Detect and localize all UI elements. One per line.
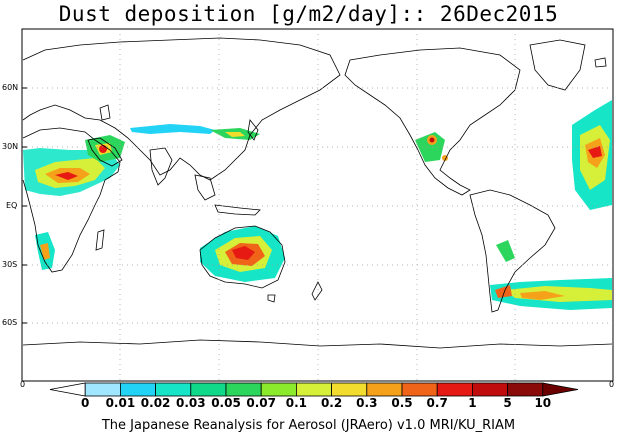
colorbar-segment bbox=[260, 382, 297, 397]
colorbar-label: 1 bbox=[468, 396, 477, 410]
colorbar-segment bbox=[49, 382, 86, 397]
colorbar-label: 0.7 bbox=[426, 396, 448, 410]
colorbar-label: 0.05 bbox=[211, 396, 241, 410]
colorbar-segment bbox=[366, 382, 403, 397]
colorbar-segment bbox=[225, 382, 262, 397]
map-frame bbox=[21, 28, 614, 382]
colorbar-label: 0.03 bbox=[175, 396, 206, 410]
colorbar-label: 5 bbox=[503, 396, 512, 410]
colorbar-label: 0 bbox=[81, 396, 90, 410]
graticule bbox=[22, 29, 613, 381]
colorbar-label: 0.1 bbox=[285, 396, 308, 410]
colorbar-segment bbox=[331, 382, 368, 397]
colorbar-segment bbox=[436, 382, 473, 397]
lat-label-30n: 30N bbox=[2, 142, 19, 151]
colorbar-segment bbox=[507, 382, 544, 397]
latitude-ticks bbox=[22, 87, 27, 324]
lat-label-60n: 60N bbox=[2, 83, 19, 92]
colorbar-segment bbox=[295, 382, 332, 397]
colorbar-segment bbox=[471, 382, 508, 397]
coastlines bbox=[22, 37, 613, 349]
colorbar bbox=[49, 382, 579, 397]
lat-label-30s: 30S bbox=[2, 260, 18, 269]
dust-plumes bbox=[23, 100, 612, 310]
dust-plume-asia bbox=[130, 124, 215, 134]
colorbar-label: 0.2 bbox=[320, 396, 343, 410]
colorbar-label: 0.07 bbox=[246, 396, 276, 410]
credit-line: The Japanese Reanalysis for Aerosol (JRA… bbox=[101, 418, 516, 433]
colorbar-label: 0.02 bbox=[140, 396, 171, 410]
map-title: Dust deposition [g/m2/day]:: 26Dec2015 bbox=[58, 2, 559, 26]
colorbar-label: 10 bbox=[534, 396, 552, 410]
axis-end-label-right: 0 bbox=[609, 380, 615, 389]
colorbar-label: 0.5 bbox=[391, 396, 413, 410]
colorbar-segment bbox=[542, 382, 579, 397]
colorbar-label: 0.01 bbox=[105, 396, 136, 410]
lat-label-60s: 60S bbox=[2, 318, 18, 327]
colorbar-segment bbox=[401, 382, 438, 397]
colorbar-segment bbox=[84, 382, 121, 397]
lat-label-eq: EQ bbox=[6, 201, 18, 210]
colorbar-segment bbox=[120, 382, 157, 397]
axis-end-label-left: 0 bbox=[20, 380, 26, 389]
colorbar-segment bbox=[155, 382, 192, 397]
colorbar-label: 0.3 bbox=[356, 396, 378, 410]
colorbar-segment bbox=[190, 382, 227, 397]
dust-plume-north-america bbox=[415, 132, 445, 162]
